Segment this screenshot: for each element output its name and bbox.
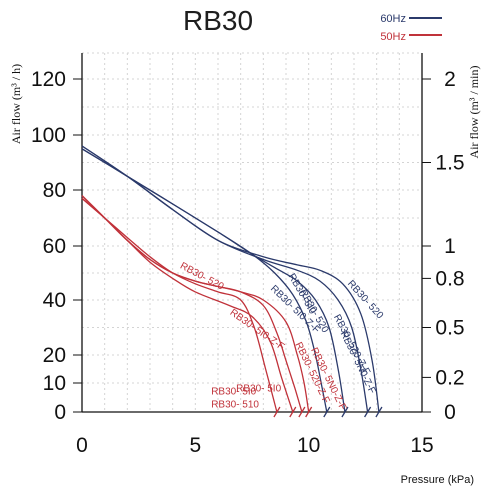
series-line [81, 145, 380, 413]
y-tick-label-left: 40 [43, 289, 66, 312]
series-line [81, 197, 278, 413]
y-axis-label-right: Air flow (m³ / min) [467, 66, 481, 159]
y-tick-label-left: 60 [43, 235, 66, 258]
y-tick-label-right: 0.5 [435, 317, 464, 340]
x-tick-label: 0 [76, 434, 88, 457]
y-tick-label-left: 20 [43, 344, 66, 367]
series-end-tick [289, 406, 297, 418]
y-tick-label-left: 80 [43, 179, 66, 202]
series-line [81, 197, 294, 413]
y-tick-label-right: 0.8 [435, 267, 464, 290]
y-tick-label-left: 10 [43, 372, 66, 395]
series-end-tick [364, 406, 372, 418]
grid [82, 52, 422, 412]
x-axis-ticks: 0 5 10 15 [76, 434, 434, 457]
x-tick-label: 5 [189, 434, 201, 457]
axes [81, 53, 423, 413]
legend-label-50hz: 50Hz [380, 31, 406, 43]
series-lines [81, 145, 383, 418]
y-tick-label-right: 1.5 [435, 152, 464, 175]
series-label: RB30- 510 [211, 400, 259, 411]
legend: 60Hz 50Hz [380, 13, 442, 43]
series-label: RB30- 5I0-Z-F [228, 307, 287, 353]
series-line [81, 148, 346, 413]
series-line [81, 145, 369, 413]
y-tick-label-right: 1 [444, 235, 456, 258]
series-end-tick [273, 406, 281, 418]
series-end-tick [375, 406, 383, 418]
x-tick-label: 10 [297, 434, 320, 457]
chart-title: RB30 [183, 5, 253, 36]
y-axis-ticks-left: 0 10 20 40 60 80 100 120 [31, 68, 82, 424]
series-end-tick [305, 406, 313, 418]
y-axis-ticks-right: 0 0.2 0.5 0.8 1 1.5 2 [422, 68, 465, 424]
x-axis-label: Pressure (kPa) [401, 474, 474, 486]
y-axis-label-left: Air flow (m³ / h) [9, 64, 23, 144]
y-tick-label-left: 100 [31, 124, 66, 147]
y-tick-label-left: 0 [54, 401, 66, 424]
series-line [81, 195, 303, 413]
series-label: RB30- 5I0 [211, 387, 256, 398]
y-tick-label-left: 120 [31, 68, 66, 91]
y-tick-label-right: 2 [444, 68, 456, 91]
legend-label-60hz: 60Hz [380, 13, 406, 25]
series-end-tick [341, 406, 349, 418]
y-tick-label-right: 0.2 [435, 366, 464, 389]
series-label: RB30- 5I0 [236, 384, 281, 395]
series-label: RB30- 520 [345, 278, 385, 321]
series-end-tick [298, 406, 306, 418]
series-label: RB30- 5N0-Z-F [338, 329, 378, 395]
x-tick-label: 15 [410, 434, 433, 457]
series-end-tick [323, 406, 331, 418]
series-label: RB30- 520 [178, 261, 226, 293]
y-tick-label-right: 0 [444, 401, 456, 424]
